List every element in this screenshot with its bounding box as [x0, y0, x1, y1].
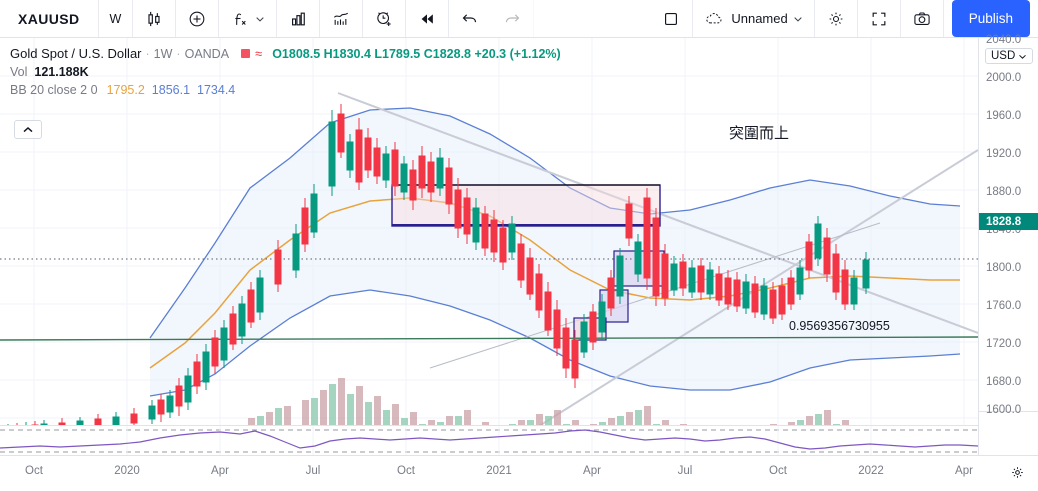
time-tick: Apr — [211, 465, 229, 477]
price-tick: 1880.0 — [986, 186, 1022, 198]
fullscreen-icon[interactable] — [858, 0, 901, 37]
replay-icon[interactable] — [406, 0, 450, 37]
legend-symbol-row: Gold Spot / U.S. Dollar · 1W · OANDA ≈ O… — [10, 46, 561, 61]
chart-legend: Gold Spot / U.S. Dollar · 1W · OANDA ≈ O… — [10, 46, 561, 101]
time-tick: 2020 — [114, 465, 140, 477]
ohlc-high-value: 1830.4 — [332, 46, 371, 61]
timescale-settings-icon[interactable] — [1009, 464, 1026, 481]
chevron-up-icon — [23, 126, 33, 132]
chevron-down-icon — [794, 16, 802, 22]
main-chart-pane[interactable]: 突圍而上 0.9569356730955 — [0, 38, 978, 453]
price-scale[interactable]: 2040.0 USD 2000.0 1960.0 1920.0 1880.0 1… — [978, 34, 1038, 455]
time-tick: Apr — [955, 465, 973, 477]
price-tick: 1800.0 — [986, 262, 1022, 274]
volume-value: 121.188K — [34, 65, 89, 79]
undo-icon[interactable] — [449, 0, 491, 37]
chevron-down-icon — [256, 16, 265, 22]
top-toolbar: XAUUSD W — [0, 0, 1038, 38]
ohlc-low-label: L — [374, 46, 383, 61]
chevron-down-icon — [1019, 54, 1027, 59]
resistance-zone-box — [391, 184, 661, 227]
rsi-pane[interactable]: RSI 14 close 55.11 — [0, 425, 978, 455]
time-tick: 2021 — [486, 465, 512, 477]
currency-selector[interactable]: USD — [985, 48, 1034, 64]
bb-label: BB 20 close 2 0 — [10, 83, 98, 97]
bar-pattern-icon[interactable] — [277, 0, 321, 37]
indicators-fx-button[interactable] — [219, 0, 278, 37]
candlestick-type-icon[interactable] — [133, 0, 177, 37]
legend-marker-icon — [241, 49, 251, 58]
ohlc-open-value: 1808.5 — [281, 46, 321, 61]
legend-volume-row: Vol 121.188K — [10, 65, 561, 79]
price-tick: 1600.0 — [986, 404, 1022, 416]
symbol-search-button[interactable]: XAUUSD — [0, 0, 99, 37]
ohlc-high-label: H — [323, 46, 333, 61]
bb-band-fill — [150, 108, 960, 396]
current-price-badge: 1828.8 — [979, 213, 1038, 230]
ohlc-open-label: O — [272, 46, 282, 61]
ohlc-low-value: 1789.5 — [382, 46, 421, 61]
bb-upper-value: 1856.1 — [151, 83, 191, 97]
legend-separator-2: · — [176, 46, 181, 61]
time-tick: Jul — [677, 465, 693, 477]
currency-label: USD — [991, 50, 1016, 62]
layout-name-label: Unnamed — [731, 11, 788, 26]
volume-label: Vol — [10, 65, 28, 79]
alert-clock-icon[interactable] — [363, 0, 407, 37]
price-tick: 2040.0 — [986, 34, 1022, 46]
legend-separator-1: · — [145, 46, 150, 61]
add-compare-icon[interactable] — [176, 0, 220, 37]
time-tick: Oct — [25, 465, 43, 477]
support-line — [0, 336, 978, 341]
legend-approx-icon: ≈ — [255, 46, 263, 61]
rsi-canvas — [0, 426, 978, 455]
price-tick: 1960.0 — [986, 110, 1022, 122]
cloud-icon — [706, 12, 722, 23]
ohlc-close-value: 1828.8 — [432, 46, 472, 61]
bb-lower-value: 1734.4 — [197, 83, 236, 97]
redo-icon[interactable] — [491, 0, 535, 37]
time-tick: 2022 — [858, 465, 884, 477]
legend-interval: 1W — [153, 46, 173, 61]
time-tick: Oct — [397, 465, 415, 477]
ohlc-close-label: C — [423, 46, 433, 61]
price-tick: 1720.0 — [986, 338, 1022, 350]
time-scale[interactable]: Oct 2020 Apr Jul Oct 2021 Apr Jul Oct 20… — [0, 455, 1038, 491]
indicator-template-icon[interactable] — [320, 0, 364, 37]
descending-trendline — [337, 92, 978, 334]
rsi-line — [0, 429, 978, 450]
snapshot-camera-icon[interactable] — [901, 0, 944, 37]
price-tick: 1760.0 — [986, 300, 1022, 312]
chart-annotation-chinese: 突圍而上 — [729, 125, 790, 142]
price-tick: 1680.0 — [986, 376, 1022, 388]
bb-basis-value: 1795.2 — [106, 83, 145, 97]
settings-gear-icon[interactable] — [815, 0, 858, 37]
publish-button[interactable]: Publish — [951, 0, 1030, 37]
price-tick: 2000.0 — [986, 72, 1022, 84]
layout-grid-icon[interactable] — [650, 0, 694, 37]
legend-exchange: OANDA — [184, 46, 230, 61]
chart-annotation-ratio: 0.9569356730955 — [789, 319, 890, 333]
legend-bb-row: BB 20 close 2 0 1795.2 1856.1 1734.4 — [10, 83, 561, 97]
collapse-legend-button[interactable] — [14, 120, 42, 139]
toolbar-spacer — [534, 0, 650, 37]
timeframe-selector[interactable]: W — [99, 0, 134, 37]
time-tick: Apr — [583, 465, 601, 477]
ohlc-change-value: +20.3 (+1.12%) — [474, 46, 561, 61]
bb-lower-line — [149, 289, 961, 397]
price-tick: 1920.0 — [986, 148, 1022, 160]
price-scale-lower[interactable]: 1600.0 — [978, 404, 1038, 455]
save-layout-button[interactable]: Unnamed — [693, 0, 815, 37]
legend-title: Gold Spot / U.S. Dollar — [10, 46, 142, 61]
time-tick: Oct — [769, 465, 787, 477]
time-tick: Jul — [305, 465, 321, 477]
